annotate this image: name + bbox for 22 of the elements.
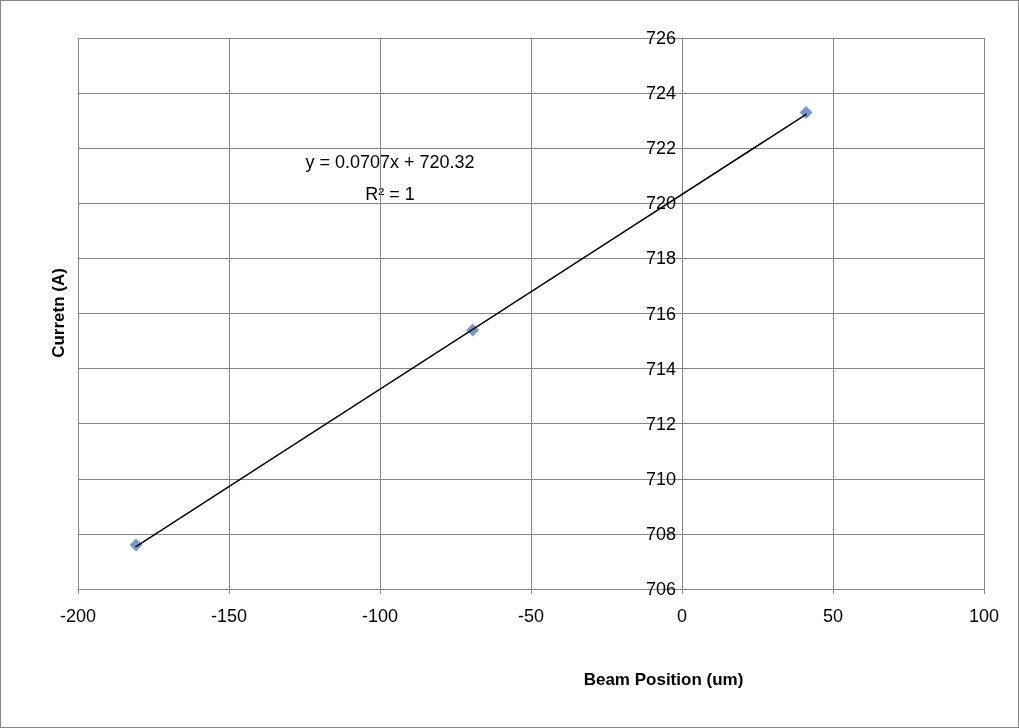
y-tick-label: 718	[645, 248, 676, 269]
y-tick-label: 724	[645, 83, 676, 104]
y-tick-label: 712	[645, 413, 676, 434]
x-tick-label: -100	[361, 606, 399, 626]
annotation: R² = 1	[365, 184, 415, 204]
x-tick-label: 0	[676, 606, 688, 626]
x-tick-label: -150	[210, 606, 248, 626]
point	[799, 105, 813, 119]
y-tick-label: 706	[645, 579, 676, 599]
x-tick-label: 100	[968, 606, 1000, 626]
x-tick-label: -200	[59, 606, 97, 626]
y-tick-label: 722	[645, 138, 676, 159]
y-tick-label: 710	[645, 468, 676, 489]
annotation: y = 0.0707x + 720.32	[305, 152, 475, 172]
x-tick-label: 50	[822, 606, 844, 626]
x-tick-label: -50	[517, 606, 545, 626]
y-tick-label: 708	[645, 523, 676, 544]
x-axis-title: Beam Position (um)	[583, 670, 744, 689]
y-axis-title: Curretn (A)	[48, 268, 68, 358]
y-tick-label: 716	[645, 303, 676, 324]
y-tick-label: 714	[645, 358, 676, 379]
y-tick-label: 726	[645, 28, 676, 48]
